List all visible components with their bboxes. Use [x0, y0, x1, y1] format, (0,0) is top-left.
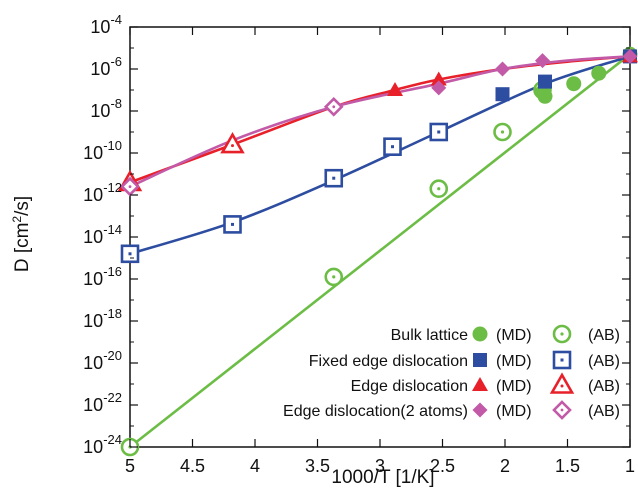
data-point-ab-series-0 [324, 267, 344, 287]
ticks-layer: 5 4.5 4 3.5 3 2.5 2 1.5 1 10-24 10-22 10-20 10-18 10-… [83, 12, 635, 476]
y-tick-label: 10-16 [83, 264, 122, 289]
y-tick-label: 10-14 [83, 222, 122, 247]
x-tick-label: 5 [125, 456, 135, 476]
y-tick-label: 10-24 [83, 432, 122, 457]
data-point-ab-series-0 [493, 122, 512, 142]
legend-marker-ab-series-0 [552, 324, 572, 344]
data-point-md-series-0 [537, 88, 553, 104]
legend-ab-label: (AB) [588, 378, 620, 395]
legend-marker-ab-series-3 [552, 400, 572, 420]
x-tick-label: 3 [375, 456, 385, 476]
legend-ab-label: (AB) [588, 327, 620, 344]
data-point-ab-series-1 [383, 137, 402, 156]
data-point-md-series-3 [431, 80, 447, 96]
y-tick-label: 10-10 [83, 138, 122, 163]
data-point-md-series-1 [495, 87, 510, 102]
x-tick-label: 2 [500, 456, 510, 476]
fit-line-series-0 [129, 53, 631, 449]
legend-md-label: (MD) [496, 378, 532, 395]
y-axis-title-main: D [cm [12, 223, 33, 273]
y-axis-title: D [cm2/s] [10, 196, 33, 272]
data-point-md-series-0 [591, 65, 607, 81]
y-tick-label: 10-6 [90, 54, 122, 79]
legend-md-label: (MD) [496, 353, 532, 370]
y-tick-label: 10-22 [83, 390, 122, 415]
y-axis-title-tail: /s] [12, 196, 33, 216]
fit-line-series-3 [129, 55, 631, 188]
data-point-ab-series-3 [323, 96, 344, 117]
legend-label-series-1: Fixed edge dislocation [309, 353, 468, 370]
x-tick-label: 1.5 [555, 456, 580, 476]
y-tick-label: 10-20 [83, 348, 122, 373]
data-point-md-series-2 [387, 82, 403, 96]
fit-line-series-2 [129, 55, 631, 184]
x-tick-label: 3.5 [305, 456, 330, 476]
legend-marker-ab-series-1 [552, 350, 572, 370]
data-point-ab-series-0 [429, 179, 449, 198]
data-point-md-series-2 [430, 71, 447, 86]
legend-label-series-3: Edge dislocation(2 atoms) [283, 403, 468, 420]
data-point-md-series-3 [622, 48, 638, 64]
data-point-md-series-0 [566, 76, 582, 92]
legend-label-series-0: Bulk lattice [391, 327, 468, 344]
data-point-md-series-3 [535, 53, 550, 69]
y-axis-title-sup: 2 [10, 216, 24, 223]
legend-md-label: (MD) [496, 403, 532, 420]
x-tick-label: 4 [250, 456, 260, 476]
y-tick-label: 10-12 [83, 180, 122, 205]
legend-marker-md-series-1 [473, 353, 487, 367]
x-axis-title: 1000/T [1/K] [331, 467, 434, 488]
data-point-ab-series-1 [223, 215, 242, 234]
legend-md-label: (MD) [496, 327, 532, 344]
data-point-ab-series-1 [429, 122, 449, 142]
x-tick-label: 4.5 [180, 456, 205, 476]
markers-layer [117, 46, 638, 457]
legend: Bulk lattice (MD) (AB) Fixed edge dislocati… [283, 324, 620, 420]
y-tick-label: 10-18 [83, 306, 122, 331]
x-tick-label: 2.5 [430, 456, 455, 476]
legend-marker-md-series-2 [472, 377, 488, 391]
y-tick-label: 10-4 [90, 12, 122, 37]
data-point-md-series-1 [538, 74, 552, 89]
x-tick-label: 1 [625, 456, 635, 476]
data-point-ab-series-2 [220, 131, 245, 154]
legend-marker-md-series-3 [472, 402, 488, 418]
data-point-ab-series-1 [120, 244, 140, 264]
legend-ab-label: (AB) [588, 353, 620, 370]
data-point-ab-series-1 [324, 168, 344, 188]
legend-ab-label: (AB) [588, 403, 620, 420]
legend-marker-md-series-0 [472, 326, 488, 342]
legend-marker-ab-series-2 [549, 372, 575, 394]
data-point-md-series-3 [495, 61, 510, 77]
legend-label-series-2: Edge dislocation [351, 378, 468, 395]
y-tick-label: 10-8 [90, 96, 122, 121]
